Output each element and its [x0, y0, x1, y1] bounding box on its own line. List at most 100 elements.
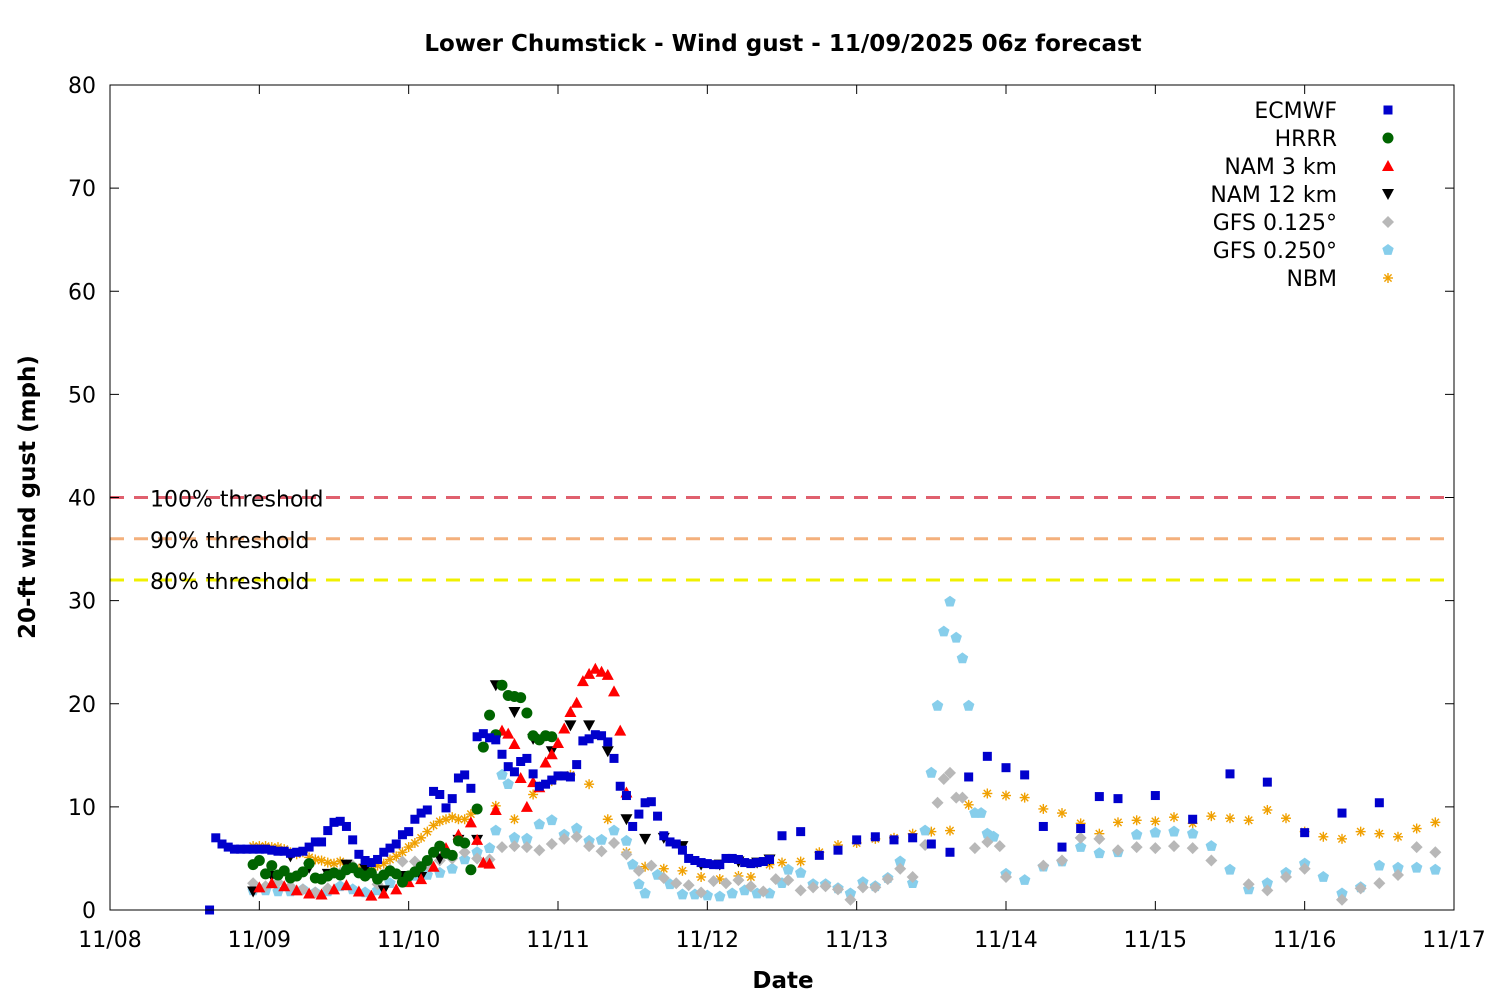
data-point	[707, 875, 720, 888]
data-point	[938, 625, 950, 637]
legend-marker	[1383, 273, 1393, 283]
data-point	[583, 840, 596, 853]
x-tick-label: 11/15	[1124, 928, 1187, 953]
data-point	[671, 839, 681, 849]
data-point	[964, 772, 974, 782]
data-point	[765, 854, 775, 864]
legend-label: NAM 3 km	[1224, 155, 1337, 180]
data-point	[571, 822, 583, 834]
data-point	[1187, 827, 1199, 839]
legend-label: NAM 12 km	[1210, 183, 1337, 208]
data-point	[852, 835, 862, 845]
data-point	[458, 846, 471, 859]
data-point	[422, 826, 433, 837]
data-point	[931, 699, 944, 711]
data-point	[253, 855, 265, 866]
data-point	[366, 858, 376, 868]
y-tick-label: 10	[68, 796, 96, 821]
data-point	[1429, 846, 1442, 859]
data-point	[329, 817, 339, 827]
data-point	[733, 854, 743, 864]
data-point	[956, 652, 969, 664]
data-point	[459, 837, 471, 849]
data-point	[483, 857, 496, 869]
y-axis: 0 10 20 30 40 50 60 70 80	[68, 74, 1454, 924]
data-point	[528, 769, 538, 779]
data-point	[639, 833, 652, 845]
data-point	[502, 778, 514, 789]
legend: ECMWF HRRR NAM 3 km NAM 12 km GFS 0.125° GFS …	[1210, 99, 1394, 292]
data-point	[1188, 814, 1198, 824]
data-point	[483, 842, 496, 853]
data-point	[584, 779, 595, 790]
data-point	[583, 667, 596, 679]
data-point	[1150, 791, 1160, 801]
data-point	[690, 856, 700, 865]
data-point	[502, 727, 515, 739]
data-point	[782, 863, 794, 875]
data-point	[757, 885, 770, 898]
data-point	[1374, 828, 1385, 839]
y-tick-label: 30	[68, 590, 96, 615]
data-point	[471, 803, 483, 815]
data-point	[1150, 816, 1161, 827]
data-point	[752, 858, 762, 868]
data-point	[944, 766, 956, 779]
data-point	[602, 814, 613, 825]
data-point	[777, 857, 787, 868]
threshold-lines: 100% threshold 90% threshold 80% threshold	[110, 488, 1454, 595]
data-point	[247, 877, 260, 890]
data-point	[242, 844, 252, 854]
data-point	[279, 846, 289, 856]
data-point	[564, 706, 577, 717]
data-point	[310, 837, 320, 847]
data-point	[732, 874, 745, 887]
data-point	[832, 883, 844, 896]
data-point	[844, 887, 857, 899]
x-axis-label: Date	[752, 968, 813, 994]
data-point	[595, 845, 608, 858]
y-axis-label: 20-ft wind gust (mph)	[15, 355, 41, 639]
data-point	[720, 877, 732, 890]
data-point	[1242, 878, 1255, 891]
data-point	[1336, 893, 1348, 906]
data-point	[379, 847, 389, 857]
data-point	[633, 878, 645, 890]
data-point	[653, 811, 663, 821]
data-point	[484, 709, 496, 721]
data-point	[348, 835, 358, 845]
data-point	[298, 846, 308, 856]
data-point	[354, 849, 364, 859]
data-point	[403, 842, 414, 853]
data-point	[1336, 887, 1348, 899]
x-tick-label: 11/11	[526, 928, 589, 953]
data-point	[278, 865, 290, 877]
data-point	[421, 855, 433, 866]
x-tick-label: 11/09	[228, 928, 291, 953]
data-point	[390, 868, 402, 880]
data-point	[317, 837, 327, 847]
data-point	[777, 831, 787, 841]
data-point	[702, 859, 712, 869]
data-point	[516, 757, 526, 766]
data-point	[397, 830, 407, 840]
data-point	[546, 731, 558, 743]
data-point	[447, 794, 457, 804]
data-point	[223, 842, 233, 852]
data-point	[472, 732, 482, 742]
data-point	[521, 832, 533, 844]
data-point	[889, 835, 899, 845]
data-point	[628, 821, 638, 831]
data-point	[950, 791, 963, 804]
data-point	[335, 816, 345, 826]
data-point	[1392, 861, 1404, 873]
data-point	[1206, 811, 1217, 822]
data-point	[1261, 877, 1273, 888]
data-point	[726, 887, 738, 899]
data-point	[982, 751, 992, 761]
data-point	[677, 845, 687, 855]
data-point	[496, 679, 508, 691]
data-point	[819, 880, 832, 893]
data-point	[508, 707, 521, 718]
data-point	[465, 864, 477, 876]
